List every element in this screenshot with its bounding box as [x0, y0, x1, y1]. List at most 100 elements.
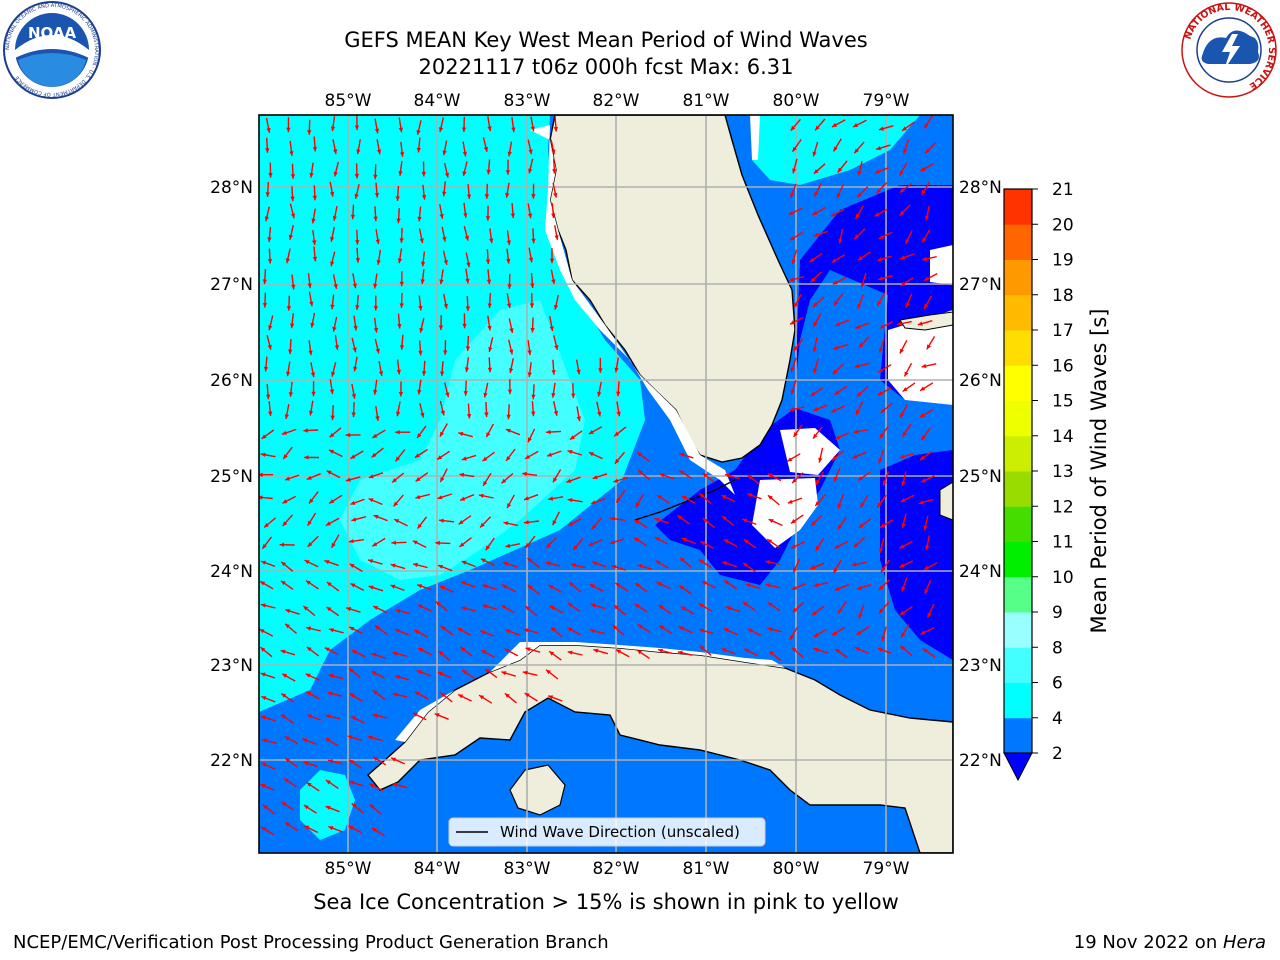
wave-arrow-head	[747, 493, 753, 498]
wave-arrow-head	[506, 303, 512, 309]
legend-label: Wind Wave Direction (unscaled)	[500, 823, 740, 841]
wave-arrow-head	[291, 284, 296, 290]
wave-arrow-head	[505, 428, 511, 433]
wave-arrow-head	[265, 192, 270, 197]
wave-arrow-head	[835, 435, 841, 440]
wave-arrow-head	[918, 500, 924, 505]
colorbar-tick-label: 20	[1052, 215, 1074, 235]
wave-arrow-head	[486, 169, 491, 175]
wave-arrow-head	[879, 433, 884, 439]
wave-arrow-head	[325, 738, 331, 743]
lon-tick-bottom: 84°W	[414, 859, 461, 879]
wave-arrow-head	[488, 347, 493, 352]
wave-arrow-head	[485, 216, 491, 221]
colorbar-label: Mean Period of Wind Waves [s]	[1087, 309, 1111, 634]
wave-arrow-head	[573, 545, 578, 550]
wave-arrow-head	[835, 648, 841, 654]
wave-arrow-head	[789, 635, 795, 640]
wave-arrow-head	[328, 673, 334, 679]
colorbar-tick-label: 21	[1052, 180, 1074, 200]
wave-arrow-head	[465, 306, 470, 311]
wave-arrow-head	[554, 235, 559, 240]
wave-arrow-head	[445, 392, 450, 398]
wave-arrow-head	[880, 567, 886, 573]
wave-arrow-head	[553, 304, 559, 310]
wave-arrow-head	[899, 544, 905, 549]
wave-arrow-head	[504, 648, 510, 653]
wave-arrow-head	[531, 194, 536, 199]
wave-arrow-head	[590, 629, 596, 634]
wave-arrow-head	[368, 474, 374, 479]
wave-arrow-head	[923, 525, 928, 531]
wave-arrow-head	[854, 647, 860, 652]
wave-arrow-head	[482, 456, 488, 462]
wave-arrow-head	[576, 416, 581, 422]
colorbar-tick-label: 15	[1052, 392, 1074, 412]
wave-arrow-head	[303, 606, 309, 611]
wave-arrow-head	[268, 173, 273, 178]
wave-arrow-head	[438, 325, 444, 330]
wave-arrow-head	[418, 648, 424, 652]
wave-arrow-head	[351, 716, 357, 721]
wave-arrow-head	[505, 543, 511, 548]
wave-arrow-head	[303, 428, 308, 433]
wave-arrow-head	[304, 560, 310, 565]
wave-arrow-head	[721, 648, 727, 653]
wave-arrow-head	[392, 478, 397, 483]
wave-arrow-head	[899, 210, 905, 216]
wave-arrow-head	[415, 691, 420, 696]
wave-arrow-head	[438, 650, 444, 656]
wave-arrow-head	[346, 607, 352, 612]
wave-arrow-head	[348, 825, 354, 830]
wave-arrow-head	[506, 414, 511, 420]
wave-arrow-head	[395, 456, 400, 462]
wave-arrow-head	[853, 542, 859, 548]
wave-arrow-head	[790, 389, 795, 395]
wave-arrow-head	[398, 127, 403, 133]
wave-arrow-head	[421, 371, 427, 376]
wave-arrow-head	[399, 281, 404, 287]
wave-arrow-head	[592, 561, 598, 566]
wave-arrow-head	[528, 257, 534, 263]
colorbar-segment	[1004, 647, 1032, 683]
wave-arrow-head	[307, 130, 312, 135]
wave-arrow-head	[373, 690, 378, 695]
wave-arrow-head	[506, 240, 511, 246]
wave-arrow-head	[812, 610, 817, 616]
wave-arrow-head	[443, 350, 448, 355]
wave-arrow-head	[699, 493, 705, 498]
chart-title: GEFS MEAN Key West Mean Period of Wind W…	[344, 28, 868, 52]
wave-arrow-head	[525, 647, 531, 652]
wave-arrow-head	[813, 407, 819, 412]
wave-arrow-head	[854, 363, 860, 369]
wave-arrow-head	[857, 192, 862, 198]
wave-arrow-head	[285, 822, 290, 827]
wave-arrow-head	[398, 171, 403, 176]
wave-arrow-head	[479, 695, 485, 700]
wave-arrow-head	[793, 567, 798, 573]
colorbar-segment	[1004, 400, 1032, 437]
noaa-logo-text: NOAA	[28, 24, 77, 42]
wave-arrow-head	[744, 648, 750, 653]
wave-arrow-head	[306, 475, 312, 480]
wave-arrow-head	[350, 454, 356, 459]
wave-arrow-head	[812, 210, 818, 215]
wave-arrow-head	[698, 559, 704, 564]
lon-tick-top: 82°W	[593, 91, 640, 111]
wave-arrow-head	[279, 542, 285, 547]
wave-arrow-head	[833, 146, 838, 152]
wave-arrow-head	[568, 521, 574, 526]
wave-arrow-head	[551, 370, 556, 375]
wave-arrow-head	[330, 415, 335, 421]
wave-arrow-head	[461, 456, 467, 461]
wave-arrow-head	[285, 758, 291, 763]
wave-arrow-head	[767, 602, 773, 607]
wave-arrow-head	[567, 602, 573, 608]
nodata-patch-5	[750, 115, 760, 160]
wave-arrow-head	[485, 259, 491, 265]
wave-arrow-head	[505, 629, 511, 634]
period-under-2-region-bahamas	[880, 450, 953, 660]
wave-arrow-head	[419, 238, 424, 244]
wave-arrow-head	[816, 479, 821, 485]
wave-arrow-head	[548, 695, 554, 700]
